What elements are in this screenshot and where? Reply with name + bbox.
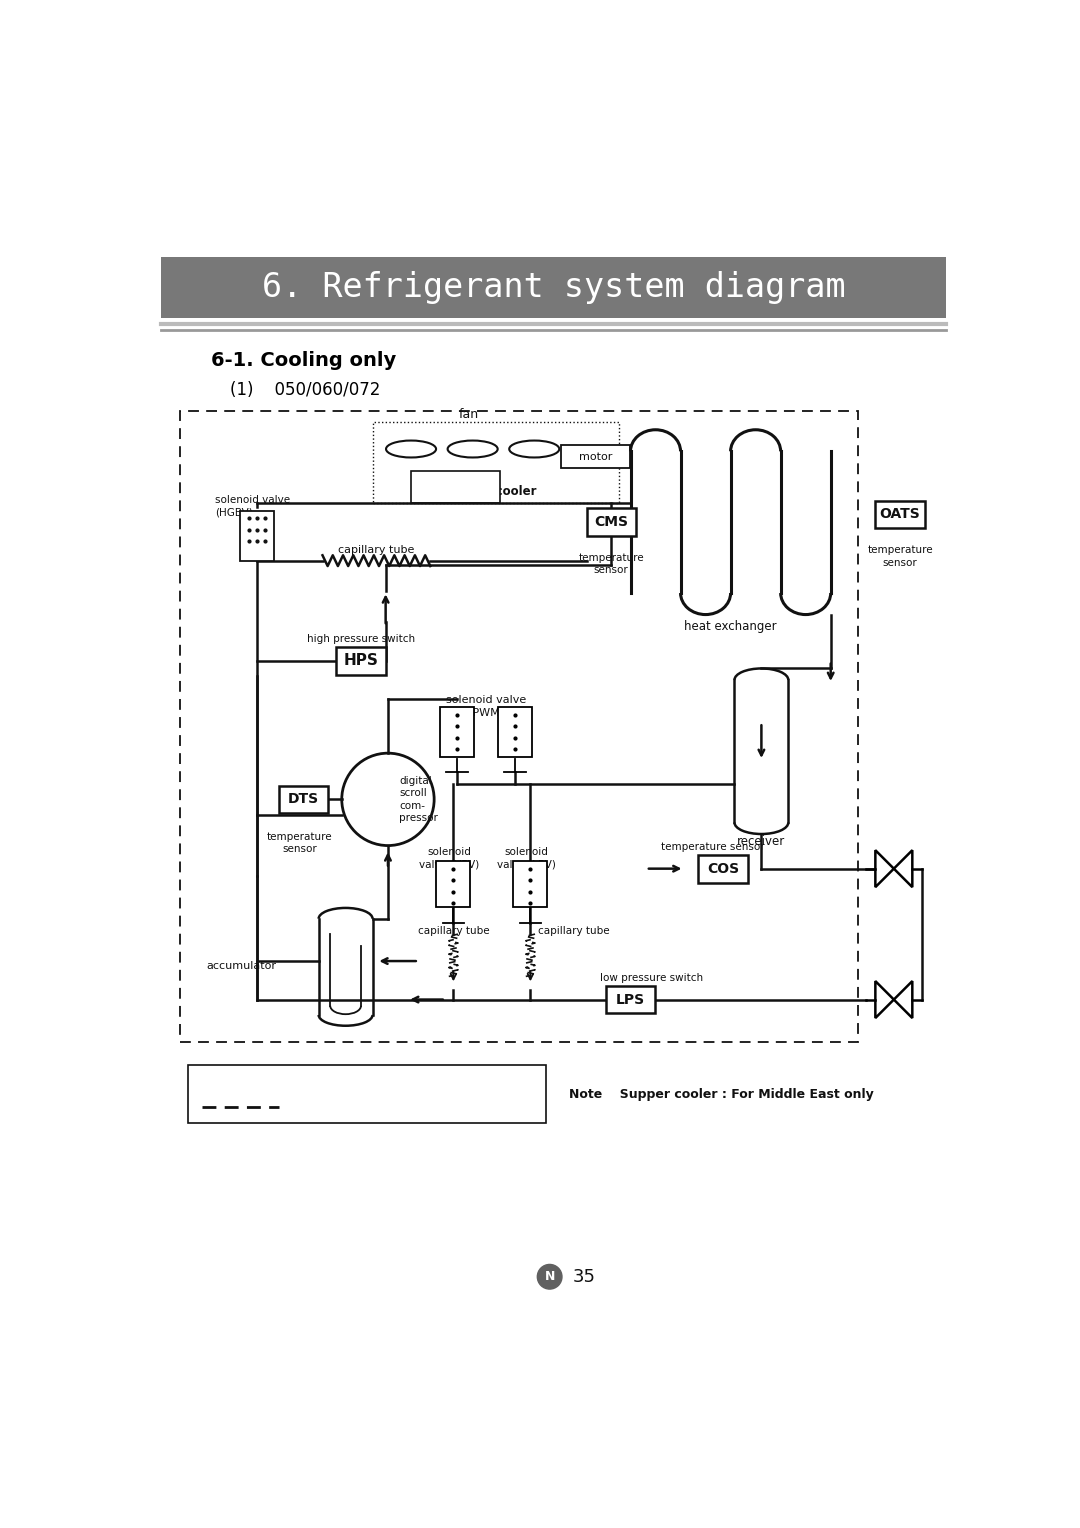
Bar [498, 707, 532, 756]
Text: CMS: CMS [594, 515, 629, 529]
Circle shape [538, 1265, 562, 1290]
Polygon shape [876, 850, 894, 888]
Polygon shape [894, 981, 913, 1018]
Text: solenoid
valve (LBV): solenoid valve (LBV) [497, 847, 556, 869]
Bar [279, 785, 328, 813]
Bar [336, 646, 386, 675]
Polygon shape [894, 850, 913, 888]
Text: temperature
sensor: temperature sensor [579, 553, 644, 576]
Bar [606, 986, 656, 1013]
Bar [161, 257, 946, 318]
Polygon shape [876, 981, 894, 1018]
Text: COS: COS [706, 862, 739, 876]
Text: heat exchanger: heat exchanger [685, 620, 777, 633]
Bar [373, 422, 619, 503]
Text: capillary tube: capillary tube [418, 926, 489, 937]
Bar [876, 501, 924, 529]
Text: solenoid valve
(HGBV): solenoid valve (HGBV) [215, 495, 289, 518]
Text: temperature
sensor: temperature sensor [867, 545, 933, 568]
Text: DTS: DTS [287, 793, 319, 807]
Bar [188, 1065, 545, 1123]
Bar [436, 860, 471, 908]
Text: flow direction of refrigerant: flow direction of refrigerant [299, 1077, 486, 1091]
Text: fan: fan [459, 408, 478, 420]
Text: super cooler: super cooler [455, 484, 537, 498]
Text: solenoid
valve (VBV): solenoid valve (VBV) [419, 847, 480, 869]
Text: LPS: LPS [616, 993, 645, 1007]
Text: OATS: OATS [879, 507, 920, 521]
Text: solenoid valve
(PWM): solenoid valve (PWM) [446, 695, 526, 718]
Bar [240, 510, 274, 561]
Text: 35: 35 [572, 1268, 596, 1285]
Text: low pressure switch: low pressure switch [599, 973, 703, 983]
Text: (1)    050/060/072: (1) 050/060/072 [230, 380, 380, 399]
Text: HPS: HPS [343, 654, 378, 668]
Text: temperature sensor: temperature sensor [661, 842, 765, 853]
Bar [586, 509, 636, 536]
Bar [699, 854, 747, 883]
Bar [513, 860, 548, 908]
Text: capillary tube: capillary tube [338, 545, 415, 555]
Text: 6-1. Cooling only: 6-1. Cooling only [211, 351, 396, 370]
Text: receiver: receiver [738, 836, 785, 848]
Bar [562, 445, 631, 468]
Text: N: N [544, 1270, 555, 1284]
Text: temperature
sensor: temperature sensor [267, 831, 333, 854]
Text: Note    Supper cooler : For Middle East only: Note Supper cooler : For Middle East onl… [569, 1088, 874, 1100]
Bar [411, 471, 500, 503]
Text: bypass flow of protection actuated: bypass flow of protection actuated [299, 1100, 531, 1114]
Text: digital
scroll
com-
pressor: digital scroll com- pressor [400, 776, 438, 824]
Bar [441, 707, 474, 756]
Text: accumulator: accumulator [206, 961, 276, 972]
Text: high pressure switch: high pressure switch [307, 634, 415, 645]
Text: motor: motor [579, 452, 612, 461]
Text: 6. Refrigerant system diagram: 6. Refrigerant system diagram [261, 270, 846, 304]
Bar [180, 411, 858, 1042]
Text: capillary tube: capillary tube [538, 926, 610, 937]
